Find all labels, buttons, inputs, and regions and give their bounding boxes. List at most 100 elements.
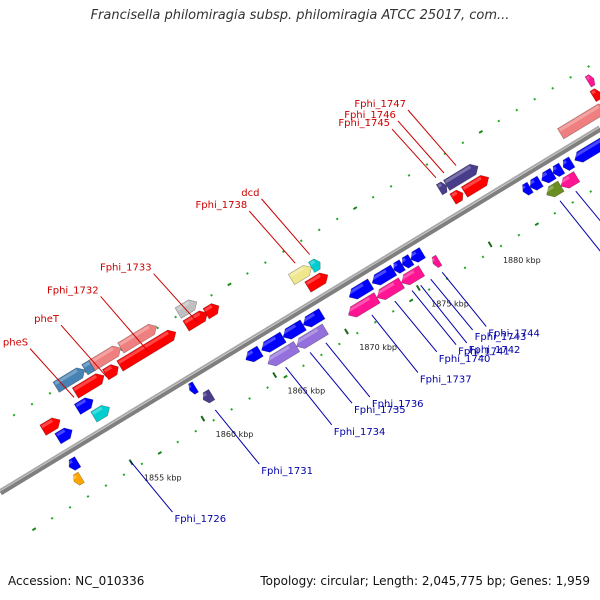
gene-label-lower[interactable]: Fphi_1731 xyxy=(261,466,313,477)
gene-feature[interactable] xyxy=(202,301,222,320)
gene-feature[interactable] xyxy=(345,292,381,321)
gene-label-upper[interactable]: Fphi_1732 xyxy=(47,285,99,296)
gene-shape[interactable] xyxy=(572,130,600,166)
gene-feature[interactable] xyxy=(243,345,264,365)
gene-label-lower[interactable]: Fphi_1736 xyxy=(372,399,424,410)
gene-feature[interactable] xyxy=(391,259,406,275)
gene-shape[interactable] xyxy=(71,371,107,399)
gene-feature[interactable] xyxy=(52,365,88,393)
gene-feature[interactable] xyxy=(539,167,557,185)
gene-feature[interactable] xyxy=(560,156,576,172)
gene-shape[interactable] xyxy=(66,456,82,472)
gene-shape[interactable] xyxy=(243,345,264,365)
gene-shape[interactable] xyxy=(300,308,326,331)
gene-feature[interactable] xyxy=(304,270,331,293)
gene-features[interactable] xyxy=(39,73,600,487)
gene-shape[interactable] xyxy=(90,402,113,423)
gene-shape[interactable] xyxy=(54,425,76,445)
gene-shape[interactable] xyxy=(304,270,331,293)
gene-feature[interactable] xyxy=(398,265,426,288)
gene-feature[interactable] xyxy=(520,181,534,197)
gene-label-upper[interactable]: dcd xyxy=(241,188,259,199)
gene-shape[interactable] xyxy=(73,395,96,415)
gene-shape[interactable] xyxy=(345,292,381,321)
gene-label-upper[interactable]: pheS xyxy=(3,338,28,349)
gene-shape[interactable] xyxy=(39,415,63,436)
gene-feature[interactable] xyxy=(39,415,63,436)
gene-shape[interactable] xyxy=(374,277,406,303)
gene-shape[interactable] xyxy=(543,180,565,200)
gene-label-lower[interactable]: Fphi_1737 xyxy=(420,375,472,386)
gene-feature[interactable] xyxy=(369,264,398,288)
gene-label-lower[interactable]: Fphi_1735 xyxy=(354,405,406,416)
gene-label-lower[interactable]: Fphi_1744 xyxy=(488,328,540,339)
gene-feature[interactable] xyxy=(543,180,565,200)
gene-feature[interactable] xyxy=(527,175,544,192)
gene-label-upper[interactable]: Fphi_1738 xyxy=(196,200,248,211)
gene-shape[interactable] xyxy=(560,156,576,172)
gene-label-upper[interactable]: Fphi_1733 xyxy=(100,263,152,274)
gene-shape[interactable] xyxy=(265,340,301,369)
gene-label-upper[interactable]: pheT xyxy=(34,314,60,325)
gene-shape[interactable] xyxy=(398,265,426,288)
gene-feature[interactable] xyxy=(90,402,113,423)
gene-shape[interactable] xyxy=(287,262,314,286)
gene-shape[interactable] xyxy=(88,343,124,371)
gene-shape[interactable] xyxy=(550,162,566,178)
gene-shape[interactable] xyxy=(589,87,600,103)
gene-feature[interactable] xyxy=(435,180,449,196)
gene-feature[interactable] xyxy=(557,101,600,140)
gene-shape[interactable] xyxy=(346,278,375,302)
gene-shape[interactable] xyxy=(399,254,415,270)
gene-feature[interactable] xyxy=(589,87,600,103)
gene-feature[interactable] xyxy=(399,254,415,270)
gene-feature[interactable] xyxy=(443,161,481,191)
gene-feature[interactable] xyxy=(280,319,307,342)
gene-feature[interactable] xyxy=(374,277,406,303)
gene-label-upper[interactable]: Fphi_1747 xyxy=(354,99,406,110)
gene-feature[interactable] xyxy=(460,172,492,198)
gene-feature[interactable] xyxy=(408,247,426,265)
gene-feature[interactable] xyxy=(558,171,581,191)
gene-feature[interactable] xyxy=(71,371,107,399)
gene-shape[interactable] xyxy=(430,254,443,269)
gene-feature[interactable] xyxy=(73,395,96,415)
gene-label-lower[interactable]: Fphi_1743 xyxy=(475,332,527,343)
gene-feature[interactable] xyxy=(116,327,179,372)
gene-shape[interactable] xyxy=(71,471,85,487)
gene-feature[interactable] xyxy=(550,162,566,178)
gene-shape[interactable] xyxy=(187,381,199,396)
gene-shape[interactable] xyxy=(391,259,406,275)
gene-feature[interactable] xyxy=(54,425,76,445)
gene-feature[interactable] xyxy=(346,278,375,302)
gene-shape[interactable] xyxy=(280,319,307,342)
gene-shape[interactable] xyxy=(557,101,600,140)
gene-feature[interactable] xyxy=(258,331,287,355)
gene-shape[interactable] xyxy=(520,181,534,197)
gene-shape[interactable] xyxy=(307,257,323,273)
gene-shape[interactable] xyxy=(584,73,597,88)
gene-shape[interactable] xyxy=(408,247,426,265)
gene-shape[interactable] xyxy=(435,180,449,196)
gene-label-lower[interactable]: Fphi_1741 xyxy=(458,347,510,358)
gene-shape[interactable] xyxy=(258,331,287,355)
gene-label-lower[interactable]: Fphi_1740 xyxy=(439,354,491,365)
gene-feature[interactable] xyxy=(265,340,301,369)
gene-shape[interactable] xyxy=(202,301,222,320)
gene-feature[interactable] xyxy=(572,130,600,166)
gene-feature[interactable] xyxy=(187,381,199,396)
gene-shape[interactable] xyxy=(294,323,329,352)
gene-feature[interactable] xyxy=(300,308,326,331)
gene-shape[interactable] xyxy=(558,171,581,191)
gene-shape[interactable] xyxy=(182,308,211,332)
gene-feature[interactable] xyxy=(182,308,211,332)
gene-shape[interactable] xyxy=(527,175,544,192)
gene-label-upper[interactable]: Fphi_1746 xyxy=(344,110,396,121)
gene-feature[interactable] xyxy=(287,262,314,286)
gene-feature[interactable] xyxy=(66,456,82,472)
gene-shape[interactable] xyxy=(116,327,179,372)
gene-shape[interactable] xyxy=(443,161,481,191)
gene-label-upper[interactable]: Fphi_1745 xyxy=(338,118,390,129)
gene-shape[interactable] xyxy=(539,167,557,185)
